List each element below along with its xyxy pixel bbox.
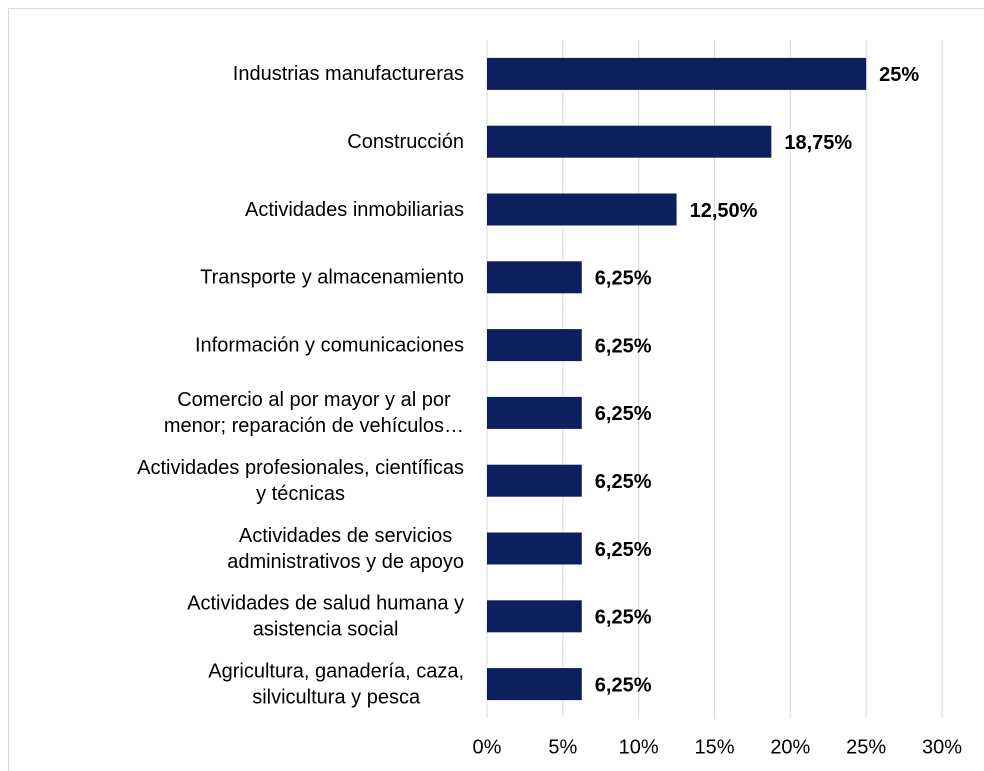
x-tick-label: 5%: [548, 736, 577, 758]
y-tick-label: Agricultura, ganadería, caza,: [208, 660, 464, 682]
y-tick-label: administrativos y de apoyo: [227, 551, 464, 573]
bar: [487, 396, 582, 429]
bar: [487, 261, 582, 294]
y-tick-label: Actividades de salud humana y: [187, 593, 464, 615]
y-tick-label: Comercio al por mayor y al por: [177, 389, 451, 411]
y-tick-label: Actividades inmobiliarias: [245, 199, 464, 221]
bar: [487, 668, 582, 701]
x-tick-label: 0%: [473, 736, 502, 758]
data-label: 6,25%: [595, 539, 652, 561]
bar: [487, 125, 772, 158]
x-tick-label: 20%: [770, 736, 810, 758]
data-label: 6,25%: [595, 607, 652, 629]
data-label: 6,25%: [595, 335, 652, 357]
bar: [487, 464, 582, 497]
bar: [487, 532, 582, 565]
data-label: 6,25%: [595, 471, 652, 493]
y-tick-label: silvicultura y pesca: [252, 686, 421, 708]
chart-border: [8, 8, 984, 771]
data-label: 18,75%: [784, 132, 852, 154]
x-tick-label: 30%: [922, 736, 962, 758]
data-label: 6,25%: [595, 403, 652, 425]
data-label: 25%: [879, 64, 919, 86]
y-tick-label: menor; reparación de vehículos…: [164, 415, 464, 437]
y-tick-label: Información y comunicaciones: [195, 334, 464, 356]
bar: [487, 600, 582, 633]
y-tick-label: Transporte y almacenamiento: [200, 267, 464, 289]
y-tick-label: y técnicas: [256, 483, 345, 505]
x-tick-label: 15%: [694, 736, 734, 758]
y-tick-label: asistencia social: [253, 619, 399, 641]
y-tick-label: Actividades profesionales, científicas: [137, 457, 464, 479]
x-tick-label: 25%: [846, 736, 886, 758]
y-tick-label: Construcción: [347, 131, 464, 153]
y-tick-label: Actividades de servicios: [239, 525, 452, 547]
data-label: 6,25%: [595, 268, 652, 290]
data-label: 6,25%: [595, 674, 652, 696]
bar: [487, 329, 582, 362]
bar: [487, 57, 867, 90]
x-tick-label: 10%: [619, 736, 659, 758]
data-label: 12,50%: [690, 200, 758, 222]
bar: [487, 193, 677, 226]
y-tick-label: Industrias manufactureras: [233, 63, 464, 85]
